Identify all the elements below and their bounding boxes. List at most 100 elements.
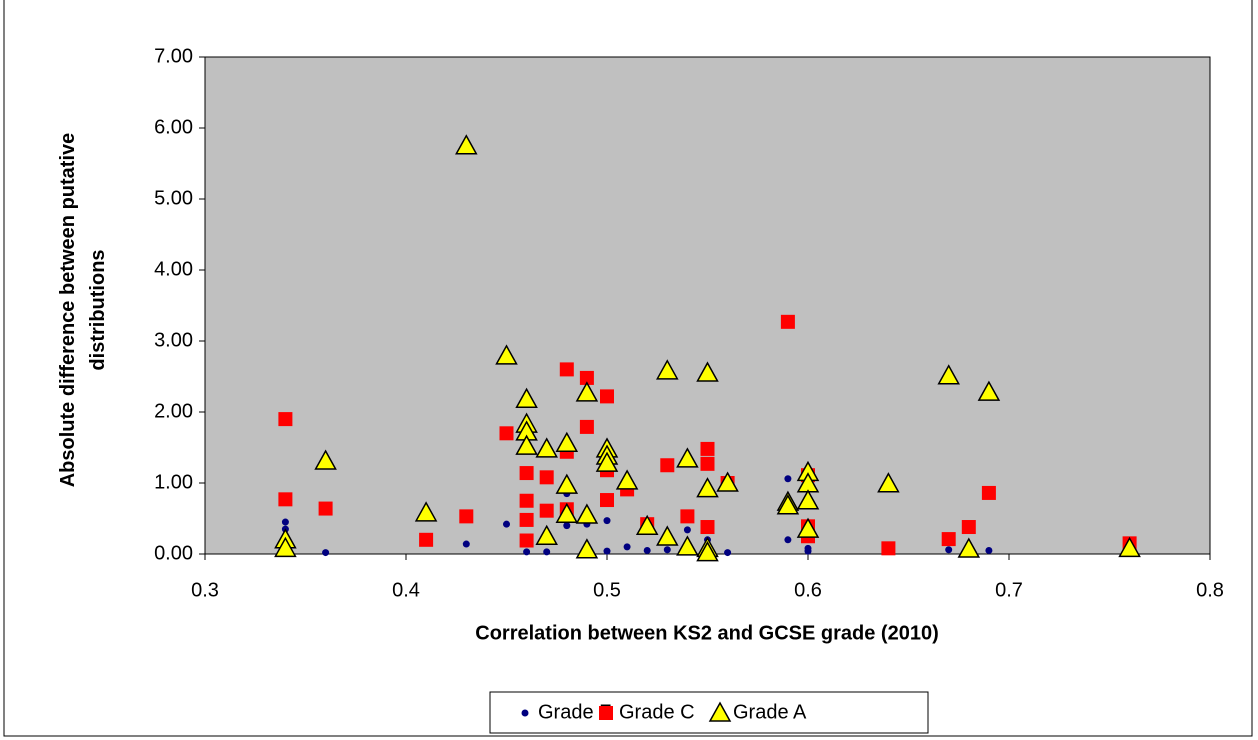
point: [523, 548, 531, 556]
point: [796, 489, 820, 510]
point: [459, 509, 474, 524]
point: [600, 493, 614, 508]
point: [784, 475, 792, 483]
point: [700, 456, 715, 471]
legend-marker: [708, 701, 732, 722]
x-tick-label: 0.3: [191, 579, 219, 601]
point: [535, 524, 558, 545]
point: [579, 370, 594, 385]
point: [635, 514, 659, 536]
y-tick-label: 1.00: [154, 471, 193, 493]
point: [278, 412, 293, 427]
point: [555, 502, 579, 523]
point: [804, 547, 812, 555]
x-tick-label: 0.6: [794, 579, 822, 601]
point: [680, 509, 695, 524]
legend-label: Grade C: [619, 701, 695, 723]
point: [696, 361, 719, 382]
y-tick-label: 7.00: [154, 45, 193, 67]
point: [663, 546, 671, 554]
point: [539, 503, 554, 518]
point: [555, 473, 579, 494]
point: [1118, 536, 1141, 558]
legend-marker: [521, 709, 529, 717]
point: [543, 548, 551, 556]
point: [462, 540, 470, 548]
point: [784, 536, 792, 544]
point: [414, 501, 438, 522]
point: [575, 381, 599, 402]
point: [643, 546, 651, 554]
point: [881, 541, 896, 556]
point: [796, 517, 820, 538]
point: [314, 449, 337, 470]
point: [535, 437, 558, 458]
point: [519, 493, 534, 508]
point: [539, 470, 554, 485]
point: [603, 517, 611, 525]
x-tick-label: 0.4: [392, 579, 420, 601]
y-tick-label: 0.00: [154, 542, 193, 564]
legend-marker: [599, 706, 613, 720]
point: [318, 501, 333, 516]
x-tick-label: 0.5: [593, 579, 621, 601]
point: [322, 549, 330, 557]
point: [419, 532, 434, 547]
point: [676, 447, 699, 468]
point: [519, 533, 534, 548]
point: [563, 522, 571, 530]
point: [656, 525, 679, 546]
point: [716, 471, 739, 492]
point: [495, 344, 518, 365]
point: [776, 494, 800, 515]
point: [977, 380, 1001, 401]
point: [519, 466, 534, 481]
y-tick-label: 3.00: [154, 329, 193, 351]
point: [937, 364, 960, 385]
point: [499, 426, 514, 441]
point: [278, 492, 293, 507]
point: [281, 518, 289, 526]
y-tick-label: 2.00: [154, 400, 193, 422]
point: [957, 537, 981, 558]
point: [503, 520, 510, 528]
point: [724, 549, 732, 557]
point: [519, 512, 534, 527]
legend-label: Grade F: [538, 701, 611, 723]
point: [985, 546, 993, 554]
point: [696, 541, 719, 562]
point: [603, 547, 611, 555]
point: [515, 387, 538, 408]
point: [615, 469, 639, 490]
point: [683, 526, 691, 534]
x-tick-label: 0.8: [1196, 579, 1224, 601]
y-tick-label: 5.00: [154, 187, 193, 209]
y-tick-label: 4.00: [154, 258, 193, 280]
plot-area: [204, 56, 1211, 555]
legend-box: [489, 691, 929, 734]
point: [656, 359, 679, 380]
point: [981, 485, 996, 500]
point: [455, 134, 478, 155]
point: [600, 389, 614, 404]
x-axis-title: Correlation between KS2 and GCSE grade (…: [475, 622, 938, 644]
point: [579, 419, 594, 434]
y-axis-title: Absolute difference between putative dis…: [57, 132, 109, 488]
y-tick-label: 6.00: [154, 116, 193, 138]
point: [660, 458, 675, 473]
point: [595, 451, 619, 472]
point: [559, 362, 574, 377]
point: [515, 434, 538, 455]
point: [676, 535, 699, 556]
point: [575, 503, 599, 524]
point: [700, 441, 715, 456]
point: [961, 520, 976, 535]
point: [555, 431, 579, 452]
x-tick-label: 0.7: [995, 579, 1023, 601]
point: [780, 314, 795, 329]
point: [274, 536, 297, 558]
point: [941, 532, 956, 547]
point: [575, 538, 599, 559]
